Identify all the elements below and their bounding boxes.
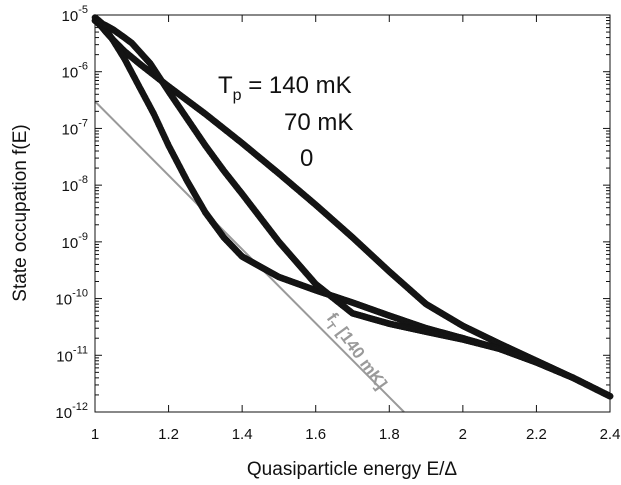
x-tick-label: 2.4 xyxy=(600,426,621,443)
x-tick-label: 1.6 xyxy=(305,426,326,443)
x-tick-label: 2.2 xyxy=(526,426,547,443)
x-tick-label: 2 xyxy=(459,426,467,443)
reference-line xyxy=(94,100,405,413)
x-axis-title: Quasiparticle energy E/Δ xyxy=(247,459,457,480)
y-tick-label: 10-7 xyxy=(62,117,88,138)
plot-frame xyxy=(94,14,611,413)
series-3 xyxy=(91,14,614,400)
annotation-tp: Tp = 140 mK xyxy=(218,72,352,104)
x-tick-label: 1 xyxy=(91,426,99,443)
y-tick-label: 10-6 xyxy=(62,61,88,82)
x-tick-label: 1.8 xyxy=(379,426,400,443)
x-tick-label: 1.4 xyxy=(232,426,253,443)
annotation-tp-prefix: T xyxy=(218,72,233,99)
x-tick-label: 1.2 xyxy=(158,426,179,443)
y-axis-title: State occupation f(E) xyxy=(10,124,31,301)
y-tick-label: 10-10 xyxy=(55,288,88,309)
y-tick-label: 10-11 xyxy=(56,344,88,365)
annotation-zero: 0 xyxy=(300,145,313,172)
annotation-tp-sub: p xyxy=(233,87,242,104)
reference-label-rest: [140 mK] xyxy=(330,320,390,393)
y-tick-label: 10-12 xyxy=(55,401,88,422)
y-tick-label: 10-8 xyxy=(62,174,88,195)
y-tick-label: 10-5 xyxy=(62,4,88,25)
y-tick-label: 10-9 xyxy=(62,231,88,252)
annotation-70mk: 70 mK xyxy=(284,109,353,136)
annotation-tp-value: = 140 mK xyxy=(242,72,352,99)
